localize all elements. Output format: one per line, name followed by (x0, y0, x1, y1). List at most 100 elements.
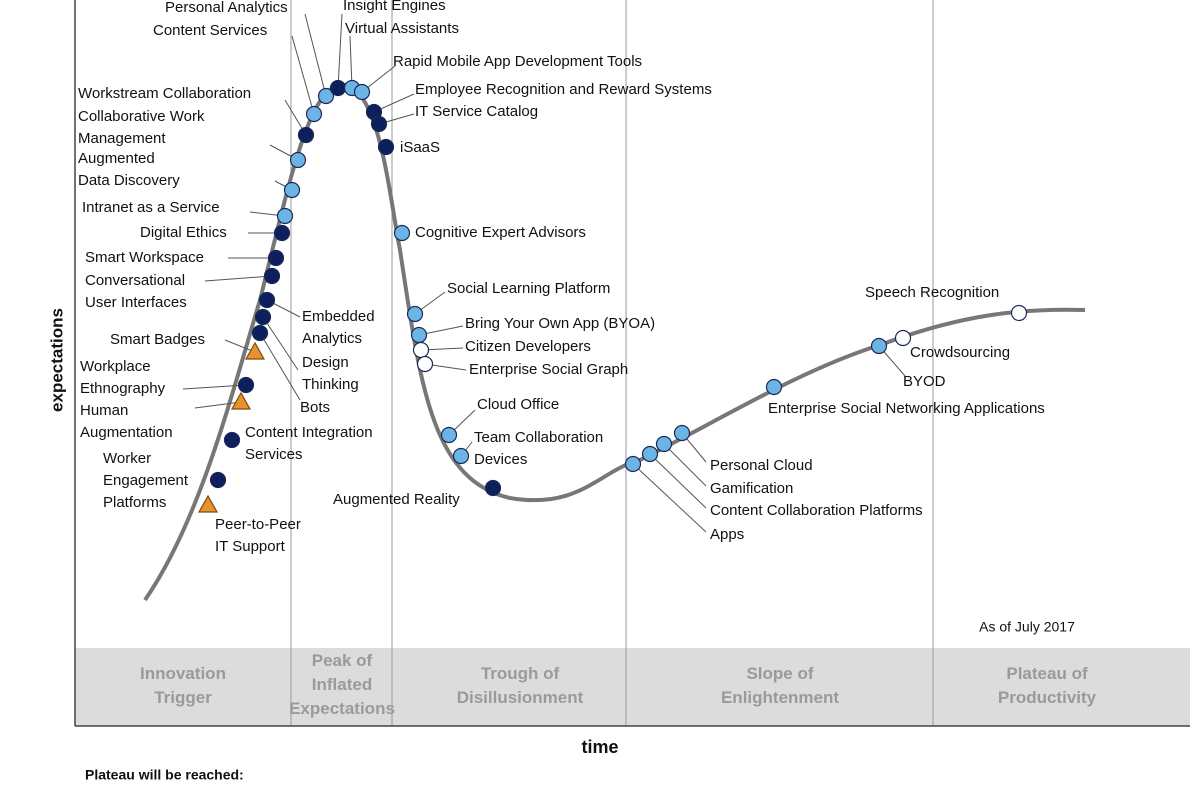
label-line: Peak of (312, 651, 373, 670)
label-line: Slope of (746, 664, 813, 683)
technology-label: IT Service Catalog (415, 103, 538, 120)
label-line: Team Collaboration (474, 429, 603, 446)
technology-label: Augmented Reality (333, 491, 460, 508)
technology-label: Content Integration Services (245, 424, 373, 463)
circle-marker (370, 115, 388, 133)
label-line: Augmentation (80, 424, 173, 441)
label-line: Analytics (302, 330, 362, 347)
label-line: Smart Badges (110, 331, 205, 348)
label-line: Content Services (153, 22, 267, 39)
label-line: Embedded (302, 308, 375, 325)
label-line: Enlightenment (721, 688, 839, 707)
label-line: Content Integration (245, 424, 373, 441)
circle-marker (641, 445, 659, 463)
label-line: Virtual Assistants (345, 20, 459, 37)
label-line: Devices (474, 451, 527, 468)
circle-marker (406, 305, 424, 323)
circle-marker (276, 207, 294, 225)
label-line: Cognitive Expert Advisors (415, 224, 586, 241)
label-line: Enterprise Social Networking Application… (768, 400, 1045, 417)
leader-line (663, 443, 707, 487)
technology-label: Speech Recognition (865, 284, 999, 301)
label-line: Collaborative Work (78, 108, 205, 125)
label-line: Plateau of (1006, 664, 1088, 683)
leader-line (349, 35, 353, 89)
label-line: User Interfaces (85, 294, 187, 311)
markers (197, 79, 1028, 513)
label-line: iSaaS (400, 139, 440, 156)
triangle-marker (197, 494, 219, 513)
circle-marker (452, 447, 470, 465)
technology-label: iSaaS (400, 139, 440, 156)
circle-marker (894, 329, 912, 347)
technology-label: Workplace Ethnography (80, 358, 166, 397)
circle-marker (237, 376, 255, 394)
label-line: Services (245, 446, 303, 463)
phase-band (75, 648, 1190, 726)
circle-marker (329, 79, 347, 97)
label-line: Conversational (85, 272, 185, 289)
label-line: Productivity (998, 688, 1097, 707)
label-line: Human (80, 402, 128, 419)
triangle-marker (244, 341, 266, 360)
technology-label: Employee Recognition and Reward Systems (415, 81, 712, 98)
circle-marker (273, 224, 291, 242)
circle-marker (297, 126, 315, 144)
technology-label: Cloud Office (477, 396, 559, 413)
legend-title: Plateau will be reached: (85, 767, 244, 783)
technology-label: Smart Workspace (85, 249, 204, 266)
leader-line (182, 384, 247, 390)
leader-line (224, 339, 256, 353)
circle-marker (353, 83, 371, 101)
label-line: Bring Your Own App (BYOA) (465, 315, 655, 332)
circle-marker (209, 471, 227, 489)
label-line: Data Discovery (78, 172, 180, 189)
x-axis-label: time (581, 737, 618, 757)
technology-label: Team Collaboration Devices (474, 429, 603, 468)
label-line: Personal Cloud (710, 457, 813, 474)
label-line: Crowdsourcing (910, 344, 1010, 361)
label-line: Employee Recognition and Reward Systems (415, 81, 712, 98)
label-line: Personal Analytics (165, 0, 288, 16)
leader-line (649, 453, 707, 509)
label-line: Intranet as a Service (82, 199, 220, 216)
circle-marker (484, 479, 502, 497)
technology-label: Enterprise Social Graph (469, 361, 628, 378)
leader-line (204, 275, 273, 282)
technology-label: Enterprise Social Networking Application… (768, 400, 1045, 417)
label-line: Disillusionment (457, 688, 584, 707)
label-line: Speech Recognition (865, 284, 999, 301)
technology-label: Content Collaboration Platforms (710, 502, 923, 519)
technology-label: Design Thinking (302, 354, 359, 393)
technology-label: Rapid Mobile App Development Tools (393, 53, 642, 70)
technology-label: Insight Engines (343, 0, 446, 14)
label-line: BYOD (903, 373, 946, 390)
circle-marker (283, 181, 301, 199)
phase-label: Innovation Trigger (140, 664, 226, 707)
technology-label: Smart Badges (110, 331, 205, 348)
circle-marker (655, 435, 673, 453)
technology-label: Virtual Assistants (345, 20, 459, 37)
label-line: Digital Ethics (140, 224, 227, 241)
note: As of July 2017 (979, 619, 1075, 635)
technology-label: Digital Ethics (140, 224, 227, 241)
leader-line (632, 463, 707, 533)
label-line: Smart Workspace (85, 249, 204, 266)
circle-marker (765, 378, 783, 396)
circle-marker (289, 151, 307, 169)
circle-marker (393, 224, 411, 242)
leader-line (291, 35, 315, 115)
label-line: IT Support (215, 538, 286, 555)
label-line: Content Collaboration Platforms (710, 502, 923, 519)
label-line: IT Service Catalog (415, 103, 538, 120)
technology-label: Peer-to-Peer IT Support (215, 516, 301, 555)
technology-label: Personal Analytics (165, 0, 288, 16)
label-line: Innovation (140, 664, 226, 683)
technology-label: Workstream Collaboration (78, 85, 251, 102)
leader-line (337, 13, 343, 89)
label-line: Apps (710, 526, 744, 543)
circle-marker (1010, 304, 1028, 322)
circle-marker (870, 337, 888, 355)
leader-line (262, 316, 299, 371)
label-line: Inflated (312, 675, 372, 694)
